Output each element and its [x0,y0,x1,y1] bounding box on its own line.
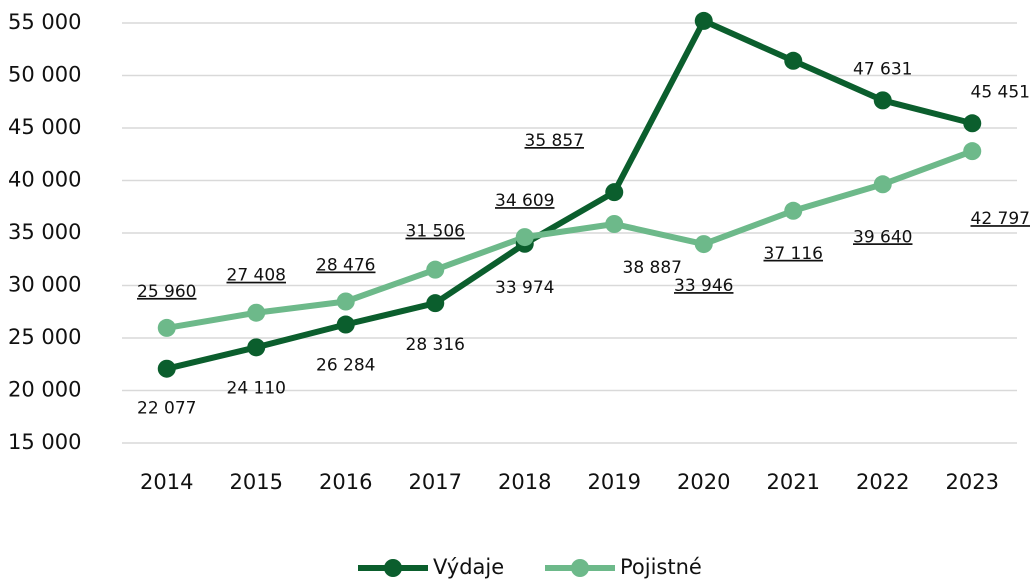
point [605,215,624,234]
point [873,175,892,194]
legend-label: Pojistné [620,555,702,579]
y-tick-label: 45 000 [8,115,81,139]
x-tick-label: 2018 [498,470,551,494]
point [247,303,266,322]
y-tick-label: 30 000 [8,273,81,297]
data-label: 45 451 [971,82,1030,102]
y-tick-label: 20 000 [8,378,81,402]
point [963,114,982,133]
legend-marker [571,559,589,577]
point [694,11,713,30]
x-tick-label: 2022 [856,470,909,494]
x-tick-label: 2021 [767,470,820,494]
x-tick-label: 2017 [409,470,462,494]
data-label: 24 110 [227,378,286,398]
x-tick-label: 2019 [588,470,641,494]
data-label: 22 077 [137,399,196,419]
data-label: 25 960 [137,282,196,302]
x-tick-label: 2020 [677,470,730,494]
x-tick-label: 2023 [946,470,999,494]
point [157,359,176,378]
data-label: 39 640 [853,227,912,247]
data-label: 47 631 [853,59,912,79]
y-tick-label: 15 000 [8,430,81,454]
data-label: 28 476 [316,256,375,276]
y-tick-label: 35 000 [8,220,81,244]
x-tick-label: 2014 [140,470,193,494]
y-tick-label: 25 000 [8,325,81,349]
x-tick-label: 2016 [319,470,372,494]
data-label: 38 887 [623,258,682,278]
point [157,318,176,337]
x-tick-label: 2015 [230,470,283,494]
point [426,294,445,313]
point [784,51,803,70]
data-label: 33 974 [495,278,554,298]
data-label: 31 506 [406,222,465,242]
data-label: 37 116 [764,244,823,264]
point [873,91,892,110]
data-label: 42 797 [971,209,1030,229]
legend-label: Výdaje [433,555,504,579]
data-label: 27 408 [227,266,286,286]
y-tick-label: 40 000 [8,168,81,192]
point [515,228,534,247]
data-label: 34 609 [495,191,554,211]
point [336,315,355,334]
data-label: 35 857 [525,131,584,151]
point [605,183,624,202]
y-tick-label: 50 000 [8,63,81,87]
data-label: 26 284 [316,356,375,376]
y-tick-label: 55 000 [8,10,81,34]
legend-marker [384,559,402,577]
point [247,338,266,357]
data-label: 33 946 [674,276,733,296]
series-line [166,17,973,372]
series-line [166,148,974,331]
point [336,292,355,311]
point [784,201,803,220]
data-label: 28 316 [406,335,465,355]
point [963,142,982,161]
point [694,235,713,254]
point [426,260,445,279]
